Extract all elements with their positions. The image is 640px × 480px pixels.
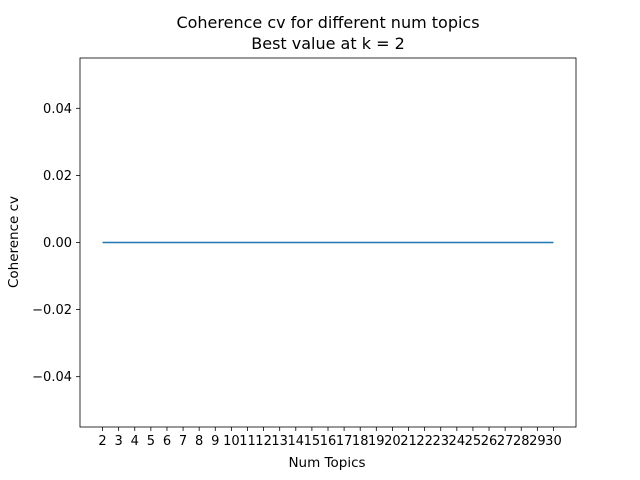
x-tick-label: 22 [416, 434, 433, 449]
y-axis-label: Coherence cv [6, 196, 22, 288]
x-tick-label: 16 [320, 434, 337, 449]
x-tick-label: 29 [529, 434, 546, 449]
x-tick-label: 12 [255, 434, 272, 449]
x-tick-label: 14 [288, 434, 305, 449]
y-tick-label: 0.00 [43, 236, 72, 251]
y-axis-ticks: −0.04 −0.02 0.00 0.02 0.04 [32, 102, 80, 385]
x-tick-label: 3 [115, 434, 123, 449]
x-tick-label: 10 [223, 434, 240, 449]
x-tick-label: 21 [400, 434, 417, 449]
y-tick-label: 0.02 [43, 169, 72, 184]
x-tick-label: 6 [163, 434, 171, 449]
x-tick-label: 4 [131, 434, 139, 449]
x-tick-label: 9 [211, 434, 219, 449]
x-tick-label: 5 [147, 434, 155, 449]
chart-subtitle: Best value at k = 2 [251, 34, 405, 53]
x-tick-label: 2 [98, 434, 106, 449]
x-axis-ticks: 2 3 4 5 6 7 8 9 10 11 12 13 14 15 16 17 18 19 20 21 22 23 24 25… [98, 427, 562, 449]
chart-title: Coherence cv for different num topics [176, 13, 479, 32]
y-tick-label: 0.04 [43, 102, 72, 117]
x-tick-label: 23 [432, 434, 449, 449]
axes-frame [79, 57, 577, 428]
x-tick-label: 17 [336, 434, 353, 449]
x-axis-label: Num Topics [288, 455, 365, 471]
x-tick-label: 28 [513, 434, 530, 449]
x-tick-label: 24 [449, 434, 466, 449]
x-tick-label: 27 [497, 434, 514, 449]
x-tick-label: 30 [545, 434, 562, 449]
y-tick-label: −0.04 [32, 370, 72, 385]
x-tick-label: 19 [368, 434, 385, 449]
x-tick-label: 7 [179, 434, 187, 449]
y-tick-label: −0.02 [32, 303, 72, 318]
x-tick-label: 11 [239, 434, 256, 449]
x-tick-label: 15 [304, 434, 321, 449]
x-tick-label: 26 [481, 434, 498, 449]
x-tick-label: 20 [384, 434, 401, 449]
x-tick-label: 18 [352, 434, 369, 449]
x-tick-label: 8 [195, 434, 203, 449]
x-tick-label: 13 [271, 434, 288, 449]
x-tick-label: 25 [465, 434, 482, 449]
